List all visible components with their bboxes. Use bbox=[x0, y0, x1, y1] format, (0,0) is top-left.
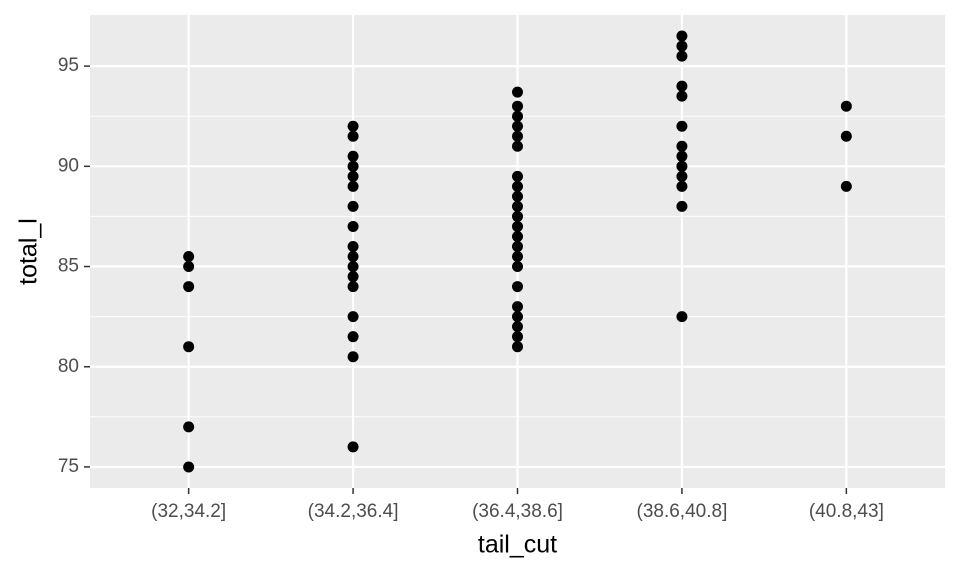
y-tick-label: 95 bbox=[58, 55, 79, 76]
point bbox=[183, 281, 195, 293]
point bbox=[676, 200, 688, 212]
point bbox=[512, 190, 523, 202]
point bbox=[840, 130, 852, 142]
point bbox=[512, 230, 523, 242]
x-tick-label: (40.8,43] bbox=[809, 501, 884, 522]
point bbox=[676, 140, 688, 152]
point bbox=[347, 120, 359, 132]
point bbox=[512, 341, 523, 353]
y-tick-label: 80 bbox=[58, 356, 79, 377]
point bbox=[512, 110, 523, 122]
point bbox=[512, 331, 523, 343]
points bbox=[183, 30, 852, 473]
point bbox=[512, 210, 523, 222]
point bbox=[347, 200, 359, 212]
point bbox=[347, 441, 359, 453]
point bbox=[676, 90, 688, 102]
point bbox=[512, 220, 523, 232]
point bbox=[676, 180, 688, 192]
point bbox=[347, 240, 359, 252]
point bbox=[347, 220, 359, 232]
point bbox=[183, 421, 195, 433]
point bbox=[347, 130, 359, 142]
point bbox=[183, 261, 195, 273]
point bbox=[512, 281, 523, 293]
point bbox=[676, 40, 688, 52]
point bbox=[183, 341, 195, 353]
point bbox=[512, 170, 523, 182]
point bbox=[676, 160, 688, 172]
point bbox=[347, 150, 359, 162]
point bbox=[347, 271, 359, 283]
point bbox=[676, 80, 688, 92]
x-tick-label: (36.4,38.6] bbox=[472, 501, 563, 522]
point bbox=[347, 180, 359, 192]
point bbox=[347, 311, 359, 323]
point bbox=[512, 120, 523, 132]
point bbox=[512, 321, 523, 333]
point bbox=[676, 150, 688, 162]
y-axis-title: total_l bbox=[15, 218, 43, 285]
point bbox=[840, 180, 852, 192]
point bbox=[676, 311, 688, 323]
point bbox=[676, 170, 688, 182]
point bbox=[676, 30, 688, 42]
point bbox=[512, 140, 523, 152]
point bbox=[183, 251, 195, 263]
point bbox=[347, 331, 359, 343]
point bbox=[676, 120, 688, 132]
point bbox=[347, 170, 359, 182]
point bbox=[512, 180, 523, 192]
point bbox=[347, 351, 359, 363]
x-tick-label: (34.2,36.4] bbox=[308, 501, 399, 522]
point bbox=[183, 461, 195, 473]
point bbox=[840, 100, 852, 112]
x-tick-label: (38.6,40.8] bbox=[637, 501, 728, 522]
point bbox=[512, 301, 523, 313]
y-tick-label: 75 bbox=[58, 456, 79, 477]
y-tick-label: 85 bbox=[58, 256, 79, 277]
point bbox=[512, 240, 523, 252]
point bbox=[512, 200, 523, 212]
x-axis-title: tail_cut bbox=[478, 531, 557, 559]
point bbox=[512, 130, 523, 142]
point bbox=[347, 251, 359, 263]
point bbox=[347, 281, 359, 293]
point bbox=[512, 100, 523, 112]
point bbox=[512, 261, 523, 273]
point bbox=[347, 160, 359, 172]
point bbox=[512, 311, 523, 323]
point bbox=[676, 50, 688, 62]
x-tick-label: (32,34.2] bbox=[151, 501, 226, 522]
y-tick-label: 90 bbox=[58, 155, 79, 176]
point bbox=[512, 251, 523, 263]
point bbox=[512, 86, 523, 98]
point bbox=[347, 261, 359, 273]
